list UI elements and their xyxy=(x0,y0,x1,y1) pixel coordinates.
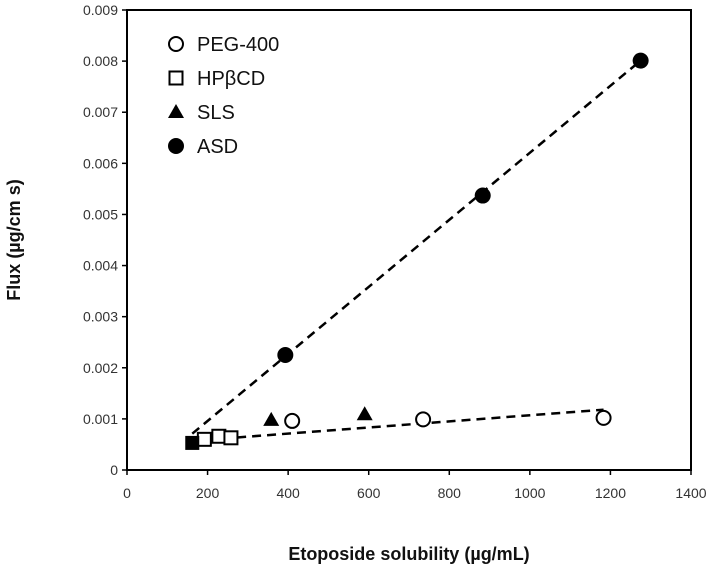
legend-marker-2 xyxy=(168,70,184,86)
legend-label: PEG-400 xyxy=(197,34,279,56)
y-tick-label: 0.006 xyxy=(83,155,118,171)
trendline-2 xyxy=(192,408,604,443)
y-axis-title: Flux (µg/cm s) xyxy=(4,179,24,300)
x-tick-label: 200 xyxy=(196,485,220,501)
legend-label: ASD xyxy=(197,136,238,158)
data-point-hp-cd-2 xyxy=(211,428,227,444)
data-points xyxy=(185,52,649,450)
legend-marker-4 xyxy=(168,138,184,154)
y-tick-label: 0.001 xyxy=(83,411,118,427)
legend-marker-1 xyxy=(168,36,184,52)
x-tick-label: 600 xyxy=(357,485,381,501)
x-axis-title: Etoposide solubility (µg/mL) xyxy=(288,544,529,564)
x-tick-label: 800 xyxy=(438,485,462,501)
x-tick-label: 1000 xyxy=(514,485,545,501)
y-tick-label: 0.002 xyxy=(83,360,118,376)
data-point-asd-2 xyxy=(474,187,491,204)
y-tick-label: 0.009 xyxy=(83,2,118,18)
y-tick-label: 0.007 xyxy=(83,104,118,120)
legend-label: SLS xyxy=(197,102,235,124)
trendline-1 xyxy=(191,59,642,435)
legend-label: HPβCD xyxy=(197,68,265,90)
y-tick-label: 0.003 xyxy=(83,309,118,325)
data-point-hp-cd-3 xyxy=(223,430,239,446)
data-point-series-5-1 xyxy=(185,435,200,450)
y-axis: 0 0.001 0.002 0.003 0.004 0.005 0.006 0.007 0.00… xyxy=(83,2,127,478)
data-point-asd-3 xyxy=(632,52,649,69)
data-point-peg-400-1 xyxy=(284,412,301,429)
data-point-sls-1 xyxy=(263,411,280,426)
x-tick-label: 0 xyxy=(123,485,131,501)
y-tick-label: 0 xyxy=(110,462,118,478)
legend: PEG-400 HPβCD SLS ASD xyxy=(168,34,279,158)
data-point-asd-1 xyxy=(277,347,294,363)
data-point-sls-2 xyxy=(356,406,373,421)
y-tick-label: 0.008 xyxy=(83,53,118,69)
x-tick-label: 1200 xyxy=(595,485,626,501)
data-point-peg-400-2 xyxy=(415,411,432,428)
y-tick-label: 0.005 xyxy=(83,206,118,222)
x-axis: 0 200 400 600 800 1000 1200 1400 xyxy=(123,470,707,501)
trendlines xyxy=(191,59,642,443)
data-point-hp-cd-1 xyxy=(196,431,212,447)
legend-marker-3 xyxy=(168,104,184,118)
x-tick-label: 400 xyxy=(276,485,300,501)
x-tick-label: 1400 xyxy=(675,485,706,501)
y-tick-label: 0.004 xyxy=(83,258,118,274)
plot-area xyxy=(126,9,692,471)
data-point-peg-400-3 xyxy=(595,409,612,426)
